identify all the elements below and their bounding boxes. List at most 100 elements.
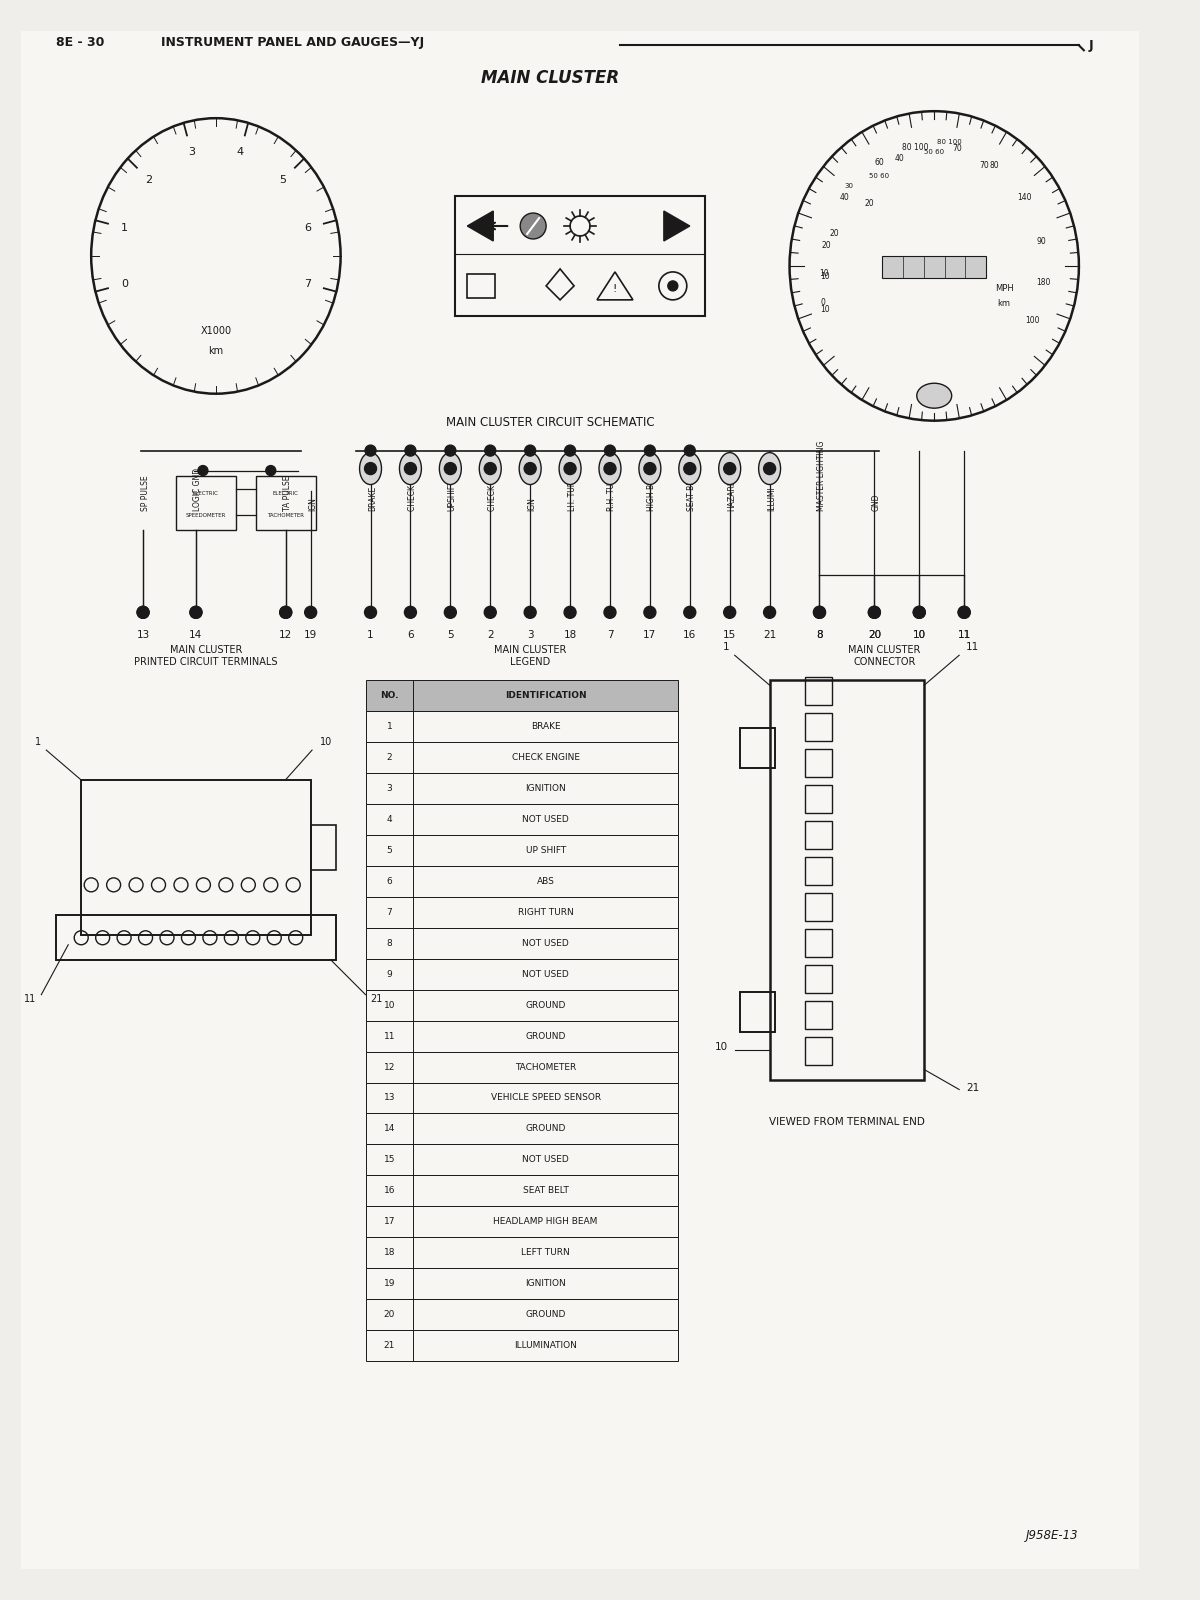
Text: IGNITION: IGNITION (526, 1278, 566, 1288)
Bar (366, 742, 678, 773)
Text: 10: 10 (913, 630, 926, 640)
Text: 21: 21 (371, 994, 383, 1003)
Polygon shape (467, 211, 493, 242)
Text: TACHOMETER: TACHOMETER (515, 1062, 576, 1072)
Text: IDENTIFICATION: IDENTIFICATION (505, 691, 587, 701)
Ellipse shape (400, 453, 421, 485)
Text: 80: 80 (989, 162, 998, 170)
Text: 10: 10 (820, 304, 829, 314)
Bar (804, 1037, 833, 1064)
Text: 12: 12 (280, 630, 293, 640)
Text: MAIN CLUSTER
LEGEND: MAIN CLUSTER LEGEND (494, 645, 566, 667)
Text: MAIN CLUSTER: MAIN CLUSTER (481, 69, 619, 88)
Text: RIGHT TURN: RIGHT TURN (517, 907, 574, 917)
Text: SEAT BELT: SEAT BELT (688, 472, 696, 510)
Circle shape (684, 445, 695, 456)
Bar (366, 1051, 678, 1083)
Text: 14: 14 (190, 630, 203, 640)
Text: X1000: X1000 (200, 326, 232, 336)
Text: 8: 8 (816, 630, 823, 640)
Bar (311, 826, 336, 870)
Circle shape (763, 606, 775, 618)
Text: NO.: NO. (380, 691, 398, 701)
Text: 2: 2 (386, 754, 392, 762)
Circle shape (280, 606, 292, 618)
Text: 10: 10 (820, 272, 829, 282)
Text: HEADLAMP HIGH BEAM: HEADLAMP HIGH BEAM (493, 1218, 598, 1226)
Text: 180: 180 (1036, 278, 1050, 286)
Text: 60: 60 (875, 158, 884, 166)
Bar (366, 803, 678, 835)
Text: 12: 12 (384, 1062, 395, 1072)
Text: 10: 10 (714, 1042, 727, 1051)
Text: !: ! (613, 283, 617, 294)
Text: INSTRUMENT PANEL AND GAUGES—YJ: INSTRUMENT PANEL AND GAUGES—YJ (161, 37, 424, 50)
Text: 40: 40 (840, 192, 850, 202)
Text: 0: 0 (820, 299, 826, 307)
Circle shape (485, 445, 496, 456)
Ellipse shape (360, 453, 382, 485)
Text: 4: 4 (236, 147, 244, 157)
Text: MASTER LIGHTING: MASTER LIGHTING (817, 440, 826, 510)
Text: 10: 10 (820, 269, 829, 278)
Bar (366, 835, 678, 866)
Text: 13: 13 (137, 630, 150, 640)
Text: CHECK ANTILOCK: CHECK ANTILOCK (408, 445, 416, 510)
Bar (256, 475, 316, 531)
Bar (804, 1000, 833, 1029)
Ellipse shape (917, 384, 952, 408)
Text: SEAT BELT: SEAT BELT (523, 1186, 569, 1195)
Ellipse shape (520, 453, 541, 485)
Text: 20: 20 (829, 229, 839, 238)
Text: UPSHIFT: UPSHIFT (448, 478, 457, 510)
Bar (804, 714, 833, 741)
Text: NOT USED: NOT USED (522, 970, 569, 979)
Circle shape (485, 462, 497, 475)
Bar (56, 915, 336, 960)
Text: NOT USED: NOT USED (522, 1155, 569, 1165)
Circle shape (137, 606, 149, 618)
Text: MAIN CLUSTER
CONNECTOR: MAIN CLUSTER CONNECTOR (848, 645, 920, 667)
Text: 40: 40 (894, 154, 904, 163)
Circle shape (564, 445, 576, 456)
Text: 20: 20 (384, 1310, 395, 1318)
Text: 10: 10 (913, 630, 926, 640)
Text: GROUND: GROUND (526, 1125, 566, 1133)
Text: 3: 3 (188, 147, 194, 157)
Text: 15: 15 (384, 1155, 395, 1165)
Bar (804, 928, 833, 957)
Text: 6: 6 (386, 877, 392, 886)
Circle shape (524, 445, 535, 456)
Text: 5: 5 (448, 630, 454, 640)
Text: 80 100: 80 100 (902, 144, 929, 152)
Text: 1: 1 (367, 630, 374, 640)
Text: VIEWED FROM TERMINAL END: VIEWED FROM TERMINAL END (769, 1117, 925, 1128)
Bar (366, 1206, 678, 1237)
Ellipse shape (559, 453, 581, 485)
Text: 9: 9 (386, 970, 392, 979)
Circle shape (913, 606, 925, 618)
Text: 11: 11 (958, 630, 971, 640)
Text: 20: 20 (821, 240, 830, 250)
Text: 16: 16 (683, 630, 696, 640)
Text: ABS: ABS (536, 877, 554, 886)
Bar (366, 1299, 678, 1330)
Text: TACHOMETER: TACHOMETER (268, 512, 305, 517)
Circle shape (604, 606, 616, 618)
Text: GROUND: GROUND (526, 1000, 566, 1010)
Bar (366, 866, 678, 898)
Circle shape (724, 606, 736, 618)
Text: 17: 17 (643, 630, 656, 640)
Text: VEHICLE SPEED SENSOR: VEHICLE SPEED SENSOR (491, 1093, 601, 1102)
Circle shape (520, 213, 546, 238)
Text: 3: 3 (527, 630, 534, 640)
Text: 70: 70 (952, 144, 962, 154)
Bar (769, 680, 924, 1080)
Text: LEFT TURN: LEFT TURN (521, 1248, 570, 1258)
Text: 1: 1 (724, 642, 730, 653)
Ellipse shape (679, 453, 701, 485)
Circle shape (913, 606, 925, 618)
Text: 13: 13 (384, 1093, 395, 1102)
Text: 21: 21 (966, 1083, 979, 1093)
Circle shape (365, 462, 377, 475)
